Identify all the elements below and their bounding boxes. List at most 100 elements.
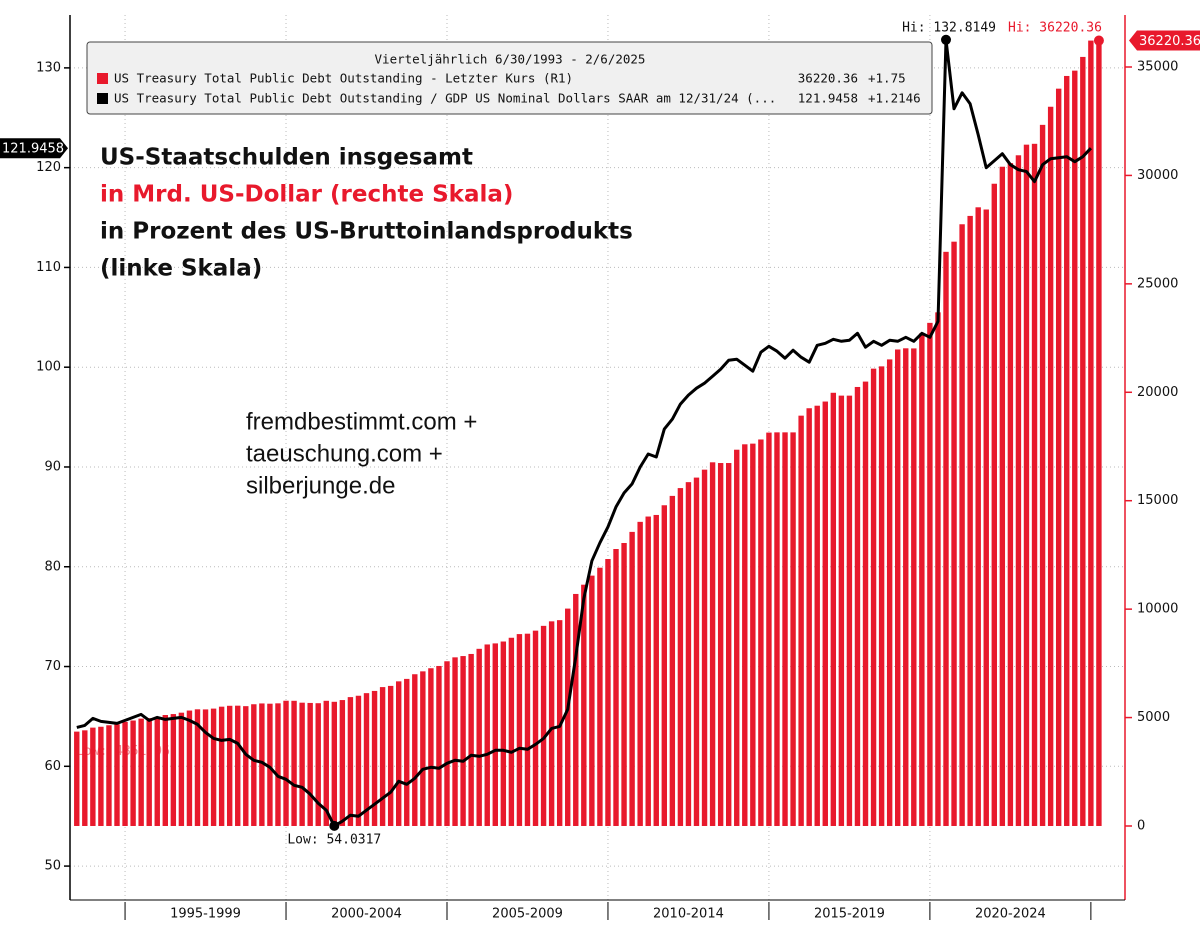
bar: [122, 721, 128, 826]
watermark: taeuschung.com +: [246, 440, 443, 467]
bar: [1080, 56, 1086, 826]
bar: [114, 724, 120, 826]
bar: [919, 333, 925, 826]
legend-swatch: [97, 73, 108, 84]
bar: [283, 700, 289, 826]
low-marker: [329, 820, 340, 831]
bar: [1055, 88, 1062, 826]
watermark: fremdbestimmt.com +: [246, 408, 477, 435]
y-last-tag-label: 121.9458: [2, 142, 64, 157]
bar: [1088, 40, 1094, 826]
y2-tick-label: 35000: [1137, 60, 1178, 75]
y-tick-label: 120: [36, 160, 61, 175]
bar: [999, 166, 1006, 826]
bar: [613, 549, 619, 826]
bar: [605, 559, 611, 826]
bar: [275, 703, 281, 826]
bar: [774, 432, 780, 826]
bar: [822, 401, 828, 826]
chart-title: US-Staatschulden insgesamt: [100, 145, 473, 171]
bar: [299, 702, 305, 826]
bar: [911, 348, 917, 826]
bar: [701, 469, 708, 826]
bar: [146, 718, 152, 826]
bar: [524, 633, 531, 826]
bar: [492, 643, 498, 826]
y2-tick-label: 10000: [1137, 602, 1178, 617]
x-tick-label: 2005-2009: [492, 907, 563, 922]
bar: [516, 634, 523, 826]
bar: [210, 708, 217, 826]
bar: [1039, 124, 1046, 826]
legend-box: [86, 41, 933, 115]
y2-tick-label: 0: [1137, 818, 1145, 833]
bar: [734, 449, 740, 826]
bar: [758, 439, 764, 826]
legend-change: +1.2146: [868, 91, 921, 106]
y2-tick-label: 15000: [1137, 493, 1178, 508]
y2-last-tag: [1129, 30, 1200, 51]
bar: [725, 463, 732, 826]
last-marker: [1093, 35, 1104, 46]
bar: [130, 720, 136, 826]
bar: [1072, 70, 1078, 826]
bar: [331, 701, 338, 826]
bar: [1047, 106, 1054, 826]
legend-label: US Treasury Total Public Debt Outstandin…: [114, 91, 776, 106]
hi-marker: [941, 34, 952, 45]
bar: [339, 700, 346, 826]
chart-title: (linke Skala): [100, 256, 262, 282]
bar: [645, 516, 651, 826]
bar: [846, 395, 853, 826]
bar: [693, 477, 700, 826]
bar: [460, 656, 466, 826]
legend-swatch: [97, 93, 108, 104]
bar: [347, 697, 354, 826]
bar: [790, 432, 796, 826]
bar: [991, 183, 997, 826]
bar: [363, 693, 370, 826]
y-tick-label: 50: [44, 859, 61, 874]
bar: [943, 251, 949, 826]
y2-tick-label: 30000: [1137, 168, 1178, 183]
bar: [315, 703, 321, 826]
bar: [814, 405, 820, 826]
bar: [420, 671, 426, 826]
x-tick-label: 2020-2024: [975, 907, 1046, 922]
bar: [838, 395, 845, 826]
y-tick-label: 80: [44, 559, 61, 574]
bar: [154, 717, 160, 826]
bar: [709, 462, 716, 826]
bar: [597, 567, 603, 826]
bar: [1096, 40, 1102, 826]
bar: [428, 668, 434, 826]
bar: [653, 514, 659, 826]
bar: [830, 392, 837, 826]
bar: [82, 730, 88, 826]
bar: [379, 687, 386, 826]
bar: [138, 718, 144, 826]
bar: [854, 386, 861, 826]
bar: [323, 700, 329, 826]
bar: [186, 710, 193, 826]
hi-label: Hi: 36220.36: [1008, 21, 1102, 36]
bar: [959, 224, 965, 826]
bar: [371, 690, 378, 826]
bar: [178, 712, 185, 826]
y-tick-label: 90: [44, 459, 61, 474]
y-tick-label: 100: [36, 360, 61, 375]
bar: [162, 715, 168, 826]
low-label: Low: 4351.96: [76, 744, 170, 759]
y-last-tag: [0, 138, 68, 159]
bar: [581, 584, 587, 826]
bar: [251, 704, 257, 826]
chart-title: in Prozent des US-Bruttoinlandsprodukts: [100, 219, 633, 245]
bar: [565, 608, 571, 826]
bar: [90, 727, 96, 826]
bar: [806, 408, 812, 826]
bar: [927, 322, 933, 826]
bar: [677, 488, 684, 826]
bar: [508, 637, 515, 826]
bar: [74, 731, 80, 826]
bar: [895, 349, 901, 826]
